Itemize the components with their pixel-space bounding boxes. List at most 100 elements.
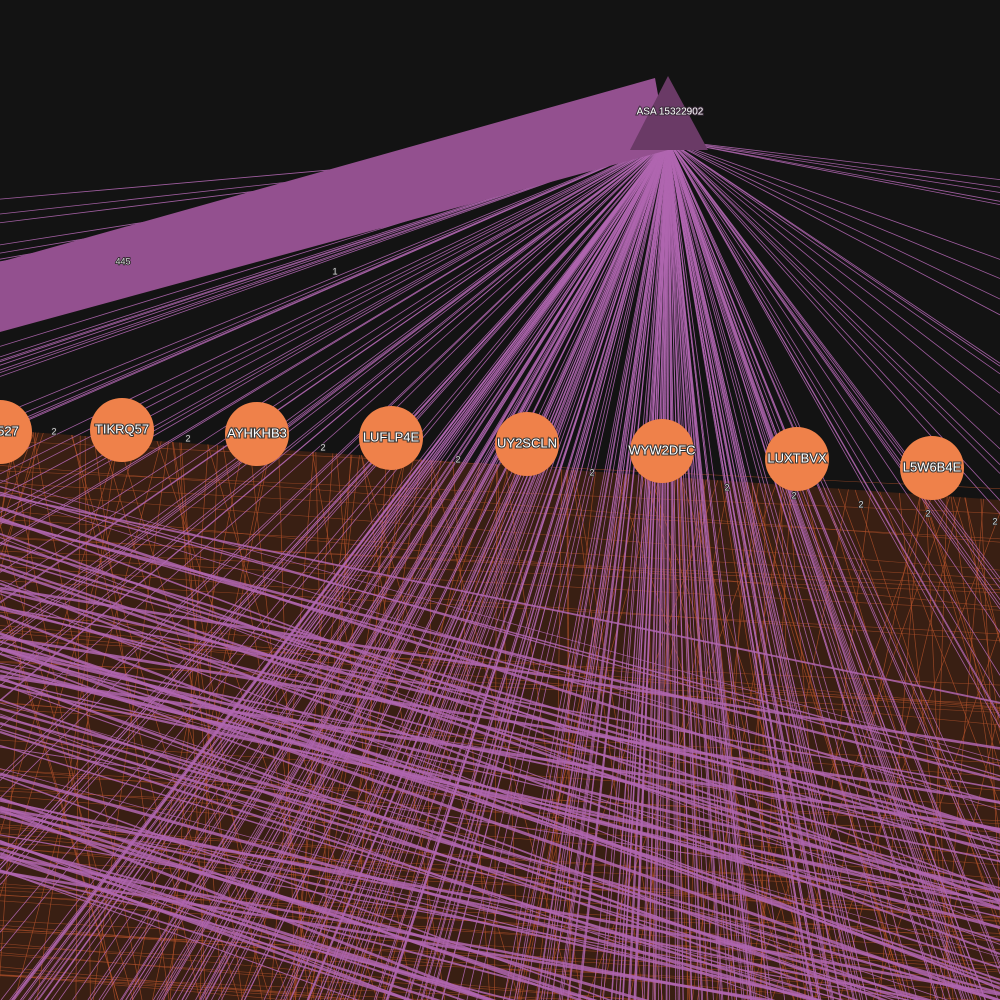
edge-line xyxy=(0,975,435,1000)
edge-line xyxy=(667,139,702,1000)
edge-line xyxy=(658,139,669,1000)
edge-line xyxy=(0,580,1000,635)
edge-line xyxy=(0,795,1000,879)
node-label: AYHKHB3 xyxy=(227,425,287,440)
edge-label: 2 xyxy=(925,508,930,518)
node-label: 527 xyxy=(0,423,19,438)
edge-line xyxy=(0,494,1000,704)
hub-triangle[interactable] xyxy=(630,76,708,150)
node[interactable] xyxy=(495,412,559,476)
thick-edge xyxy=(0,78,668,332)
edge-line xyxy=(373,139,669,1000)
edge-line xyxy=(667,139,1000,279)
edge-line xyxy=(243,139,669,1000)
edge-line xyxy=(0,541,1000,843)
edge-line xyxy=(72,139,669,1000)
node[interactable] xyxy=(630,419,694,483)
node[interactable] xyxy=(90,398,154,462)
edge-line xyxy=(283,139,669,1000)
node[interactable] xyxy=(765,427,829,491)
edge-line xyxy=(263,139,669,1000)
edge-label: 2 xyxy=(858,499,863,509)
edge-line xyxy=(0,532,1000,902)
edge-line xyxy=(153,139,669,1000)
edge-line xyxy=(667,139,832,1000)
edge-line xyxy=(503,139,669,1000)
edge-line xyxy=(427,139,669,1000)
edge-line xyxy=(667,139,1000,975)
edge-line xyxy=(661,139,669,1000)
edge-line xyxy=(667,139,964,1000)
edge-line xyxy=(650,475,820,1000)
edge-line xyxy=(0,810,824,1000)
edge-line xyxy=(610,139,669,1000)
edge-line xyxy=(275,139,669,1000)
node[interactable] xyxy=(225,402,289,466)
edge-line xyxy=(0,491,1000,767)
hub-label: ASA 15322902 xyxy=(637,107,704,118)
node[interactable] xyxy=(359,406,423,470)
edge-line xyxy=(667,139,971,1000)
edge-line xyxy=(599,139,669,1000)
edge-line xyxy=(592,139,669,1000)
node-label: L5W6B4E xyxy=(903,459,962,474)
edge-line xyxy=(667,139,1000,633)
edge-line xyxy=(602,139,669,1000)
edge-line xyxy=(0,746,1000,903)
edge-line xyxy=(667,139,1000,901)
edge-line xyxy=(667,139,1000,450)
edge-line xyxy=(573,470,664,1000)
edge-line xyxy=(152,448,269,1000)
edge-line xyxy=(667,139,1000,881)
edge-line xyxy=(667,139,982,1000)
edge-line xyxy=(362,139,669,1000)
edge-line xyxy=(0,139,669,933)
edge-line xyxy=(344,139,669,1000)
edge-line xyxy=(558,139,669,1000)
edge-line xyxy=(0,698,859,1000)
edge-line xyxy=(0,928,1000,986)
edge-label: 2 xyxy=(589,467,594,477)
edge-line xyxy=(0,493,1000,811)
edge-line xyxy=(0,662,1000,705)
edge-line xyxy=(0,851,414,1000)
edge-line xyxy=(561,139,669,1000)
edge-line xyxy=(667,139,769,1000)
edge-line xyxy=(0,139,669,777)
edge-line xyxy=(667,139,986,1000)
edge-line xyxy=(0,954,649,1000)
edge-line xyxy=(667,139,1000,728)
edge-line xyxy=(202,139,669,1000)
edge-line xyxy=(87,139,669,1000)
edge-line xyxy=(0,139,669,430)
edge-line xyxy=(655,139,669,1000)
edge-line xyxy=(667,139,1000,600)
node[interactable] xyxy=(0,400,32,464)
edge-line xyxy=(0,869,359,1000)
edge-line xyxy=(516,139,669,1000)
edge-line xyxy=(0,518,1000,805)
edge-line xyxy=(0,567,1000,910)
edge-line xyxy=(476,139,669,1000)
edge-line xyxy=(32,432,143,1000)
edge-line xyxy=(0,665,1000,958)
edge-line xyxy=(952,496,1000,643)
edge-label: 2 xyxy=(791,490,796,500)
node[interactable] xyxy=(900,436,964,500)
edge-line xyxy=(0,772,819,1000)
edge-line xyxy=(0,470,1000,514)
edge-label: 2 xyxy=(51,426,56,436)
edge-line xyxy=(667,139,1000,583)
edge-line xyxy=(667,139,1000,367)
edge-line xyxy=(0,709,1000,764)
edge-line xyxy=(361,455,520,1000)
edge-line xyxy=(667,139,1000,698)
edge-line xyxy=(667,139,1000,676)
edge-line xyxy=(0,557,1000,856)
edge-line xyxy=(0,640,1000,686)
edge-line xyxy=(667,139,1000,863)
edge-line xyxy=(667,139,677,1000)
edge-line xyxy=(535,471,596,1000)
edge-line xyxy=(0,439,138,898)
